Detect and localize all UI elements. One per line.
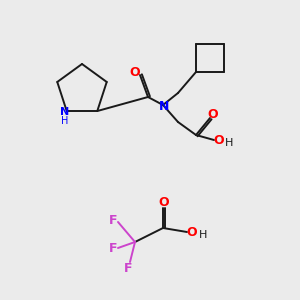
Text: H: H xyxy=(225,138,233,148)
Text: O: O xyxy=(208,109,218,122)
Text: O: O xyxy=(214,134,224,148)
Text: F: F xyxy=(124,262,132,275)
Text: H: H xyxy=(199,230,207,240)
Text: O: O xyxy=(159,196,169,209)
Text: O: O xyxy=(187,226,197,239)
Text: O: O xyxy=(130,67,140,80)
Text: F: F xyxy=(109,242,117,256)
Text: N: N xyxy=(159,100,169,112)
Text: F: F xyxy=(109,214,117,226)
Text: H: H xyxy=(61,116,68,126)
Text: N: N xyxy=(60,107,69,117)
